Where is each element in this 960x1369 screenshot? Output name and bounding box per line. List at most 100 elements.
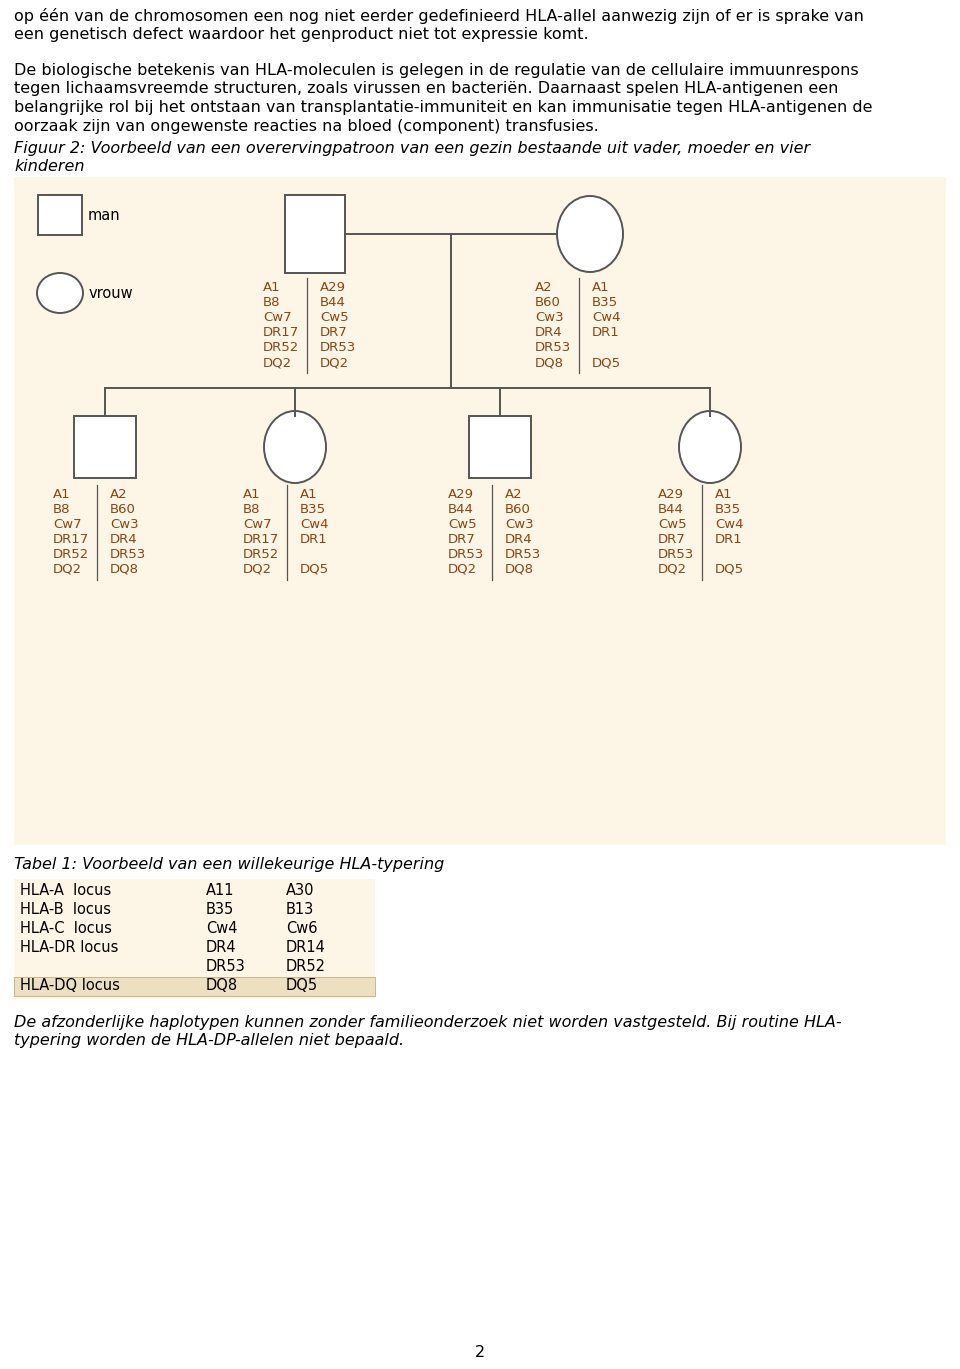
Text: DR53: DR53 bbox=[110, 548, 146, 561]
Text: DR1: DR1 bbox=[592, 326, 620, 340]
Text: HLA-B  locus: HLA-B locus bbox=[20, 902, 111, 917]
Text: B8: B8 bbox=[263, 296, 280, 309]
Text: DQ5: DQ5 bbox=[300, 563, 329, 576]
Text: DR53: DR53 bbox=[658, 548, 694, 561]
Text: Cw7: Cw7 bbox=[53, 517, 82, 531]
Text: DR17: DR17 bbox=[53, 533, 89, 546]
Text: DQ5: DQ5 bbox=[286, 977, 318, 993]
Text: DR4: DR4 bbox=[206, 941, 236, 956]
Text: DR7: DR7 bbox=[448, 533, 476, 546]
Text: A2: A2 bbox=[110, 487, 128, 501]
Text: DR52: DR52 bbox=[53, 548, 89, 561]
Text: DQ5: DQ5 bbox=[715, 563, 744, 576]
Text: A1: A1 bbox=[53, 487, 71, 501]
Text: Cw3: Cw3 bbox=[505, 517, 534, 531]
Text: DR53: DR53 bbox=[448, 548, 484, 561]
Text: DR7: DR7 bbox=[320, 326, 348, 340]
Text: Figuur 2: Voorbeeld van een overervingpatroon van een gezin bestaande uit vader,: Figuur 2: Voorbeeld van een overervingpa… bbox=[14, 141, 810, 156]
Text: A29: A29 bbox=[448, 487, 474, 501]
Text: DR53: DR53 bbox=[206, 960, 246, 973]
Text: DR53: DR53 bbox=[505, 548, 541, 561]
Ellipse shape bbox=[264, 411, 326, 483]
Text: DQ8: DQ8 bbox=[110, 563, 139, 576]
Text: A2: A2 bbox=[535, 281, 553, 294]
Text: DQ2: DQ2 bbox=[320, 356, 349, 370]
Text: DR53: DR53 bbox=[535, 341, 571, 355]
Text: 2: 2 bbox=[475, 1344, 485, 1359]
Text: DQ8: DQ8 bbox=[535, 356, 564, 370]
Text: DR17: DR17 bbox=[263, 326, 300, 340]
Text: DR53: DR53 bbox=[320, 341, 356, 355]
Text: B60: B60 bbox=[110, 502, 136, 516]
Text: een genetisch defect waardoor het genproduct niet tot expressie komt.: een genetisch defect waardoor het genpro… bbox=[14, 26, 588, 41]
Text: B44: B44 bbox=[448, 502, 474, 516]
Text: B8: B8 bbox=[53, 502, 70, 516]
Text: DR7: DR7 bbox=[658, 533, 685, 546]
Text: A11: A11 bbox=[206, 883, 234, 898]
Text: tegen lichaamsvreemde structuren, zoals virussen en bacteriën. Daarnaast spelen : tegen lichaamsvreemde structuren, zoals … bbox=[14, 82, 838, 96]
Text: man: man bbox=[88, 208, 121, 223]
Text: oorzaak zijn van ongewenste reacties na bloed (component) transfusies.: oorzaak zijn van ongewenste reacties na … bbox=[14, 119, 599, 134]
Bar bbox=[285, 194, 345, 272]
Text: HLA-C  locus: HLA-C locus bbox=[20, 921, 112, 936]
Text: DR14: DR14 bbox=[286, 941, 325, 956]
Bar bbox=[14, 177, 946, 845]
Text: Cw4: Cw4 bbox=[300, 517, 328, 531]
Text: A1: A1 bbox=[243, 487, 260, 501]
Text: A30: A30 bbox=[286, 883, 315, 898]
Text: A1: A1 bbox=[263, 281, 280, 294]
Text: DQ2: DQ2 bbox=[658, 563, 687, 576]
Text: Cw5: Cw5 bbox=[320, 311, 348, 324]
Text: B60: B60 bbox=[505, 502, 531, 516]
Text: Cw7: Cw7 bbox=[243, 517, 272, 531]
Text: B35: B35 bbox=[206, 902, 234, 917]
Text: Tabel 1: Voorbeeld van een willekeurige HLA-typering: Tabel 1: Voorbeeld van een willekeurige … bbox=[14, 857, 444, 872]
Ellipse shape bbox=[679, 411, 741, 483]
Text: De afzonderlijke haplotypen kunnen zonder familieonderzoek niet worden vastgeste: De afzonderlijke haplotypen kunnen zonde… bbox=[14, 1014, 842, 1029]
Bar bbox=[38, 194, 82, 235]
Text: B35: B35 bbox=[300, 502, 326, 516]
Text: belangrijke rol bij het ontstaan van transplantatie-immuniteit en kan immunisati: belangrijke rol bij het ontstaan van tra… bbox=[14, 100, 873, 115]
Text: B60: B60 bbox=[535, 296, 561, 309]
Bar bbox=[74, 416, 136, 478]
Text: DQ2: DQ2 bbox=[263, 356, 292, 370]
Text: B44: B44 bbox=[658, 502, 684, 516]
Text: DR4: DR4 bbox=[505, 533, 533, 546]
Text: DR52: DR52 bbox=[263, 341, 300, 355]
Text: B44: B44 bbox=[320, 296, 346, 309]
Text: Cw7: Cw7 bbox=[263, 311, 292, 324]
Text: DR1: DR1 bbox=[300, 533, 327, 546]
Text: HLA-DQ locus: HLA-DQ locus bbox=[20, 977, 120, 993]
Text: A1: A1 bbox=[300, 487, 318, 501]
Text: typering worden de HLA-DP-allelen niet bepaald.: typering worden de HLA-DP-allelen niet b… bbox=[14, 1034, 404, 1049]
Text: DQ8: DQ8 bbox=[505, 563, 534, 576]
Text: Cw4: Cw4 bbox=[715, 517, 743, 531]
Text: A1: A1 bbox=[715, 487, 732, 501]
Text: DQ8: DQ8 bbox=[206, 977, 238, 993]
Text: A29: A29 bbox=[320, 281, 346, 294]
Text: Cw3: Cw3 bbox=[110, 517, 138, 531]
Text: Cw4: Cw4 bbox=[592, 311, 620, 324]
Text: HLA-DR locus: HLA-DR locus bbox=[20, 941, 118, 956]
Text: Cw6: Cw6 bbox=[286, 921, 318, 936]
Text: DQ2: DQ2 bbox=[53, 563, 83, 576]
Text: DR4: DR4 bbox=[535, 326, 563, 340]
Text: DR17: DR17 bbox=[243, 533, 279, 546]
Text: Cw4: Cw4 bbox=[206, 921, 237, 936]
Bar bbox=[14, 977, 375, 997]
Text: B8: B8 bbox=[243, 502, 260, 516]
Bar bbox=[469, 416, 531, 478]
Text: HLA-A  locus: HLA-A locus bbox=[20, 883, 111, 898]
Text: A29: A29 bbox=[658, 487, 684, 501]
Text: op één van de chromosomen een nog niet eerder gedefinieerd HLA-allel aanwezig zi: op één van de chromosomen een nog niet e… bbox=[14, 8, 864, 25]
Text: B35: B35 bbox=[715, 502, 741, 516]
Text: B13: B13 bbox=[286, 902, 314, 917]
Text: DR4: DR4 bbox=[110, 533, 137, 546]
Text: DQ2: DQ2 bbox=[448, 563, 477, 576]
Text: De biologische betekenis van HLA-moleculen is gelegen in de regulatie van de cel: De biologische betekenis van HLA-molecul… bbox=[14, 63, 858, 78]
Text: A1: A1 bbox=[592, 281, 610, 294]
Text: Cw3: Cw3 bbox=[535, 311, 564, 324]
Text: kinderen: kinderen bbox=[14, 159, 84, 174]
Text: DQ2: DQ2 bbox=[243, 563, 272, 576]
Text: DR52: DR52 bbox=[286, 960, 326, 973]
